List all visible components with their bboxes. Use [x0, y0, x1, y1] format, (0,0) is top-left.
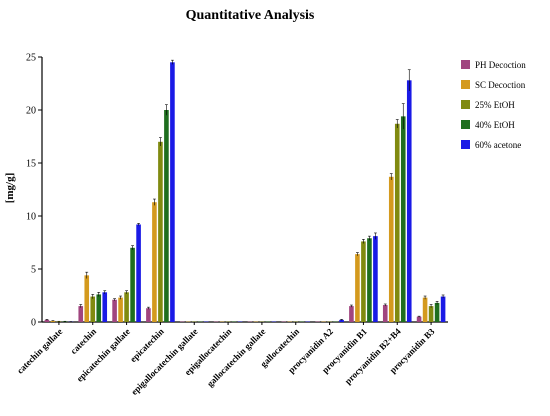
legend-label-60-acetone: 60% acetone — [475, 140, 521, 150]
category-label-catechin-gallate: catechin gallate — [15, 326, 64, 375]
category-label-gallocatechin-gallate: gallocatechin gallate — [205, 326, 267, 388]
legend: PH Decoction SC Decoction 25% EtOH 40% EtOH… — [461, 60, 526, 150]
bar-ph-decoction-procyanidin-b1 — [349, 306, 354, 322]
bar-60-acetone-procyanidin-a2 — [339, 319, 344, 322]
y-tick-label: 10 — [26, 212, 36, 223]
bar-40-etoh-procyanidin-b3 — [434, 302, 440, 322]
bar-40-etoh-procyanidin-b2-b4 — [400, 116, 406, 322]
bar-ph-decoction-epicatechin-gallate — [112, 299, 117, 322]
bar-sc-decoction-epicatechin-gallate — [118, 297, 123, 322]
y-tick-label: 25 — [26, 53, 36, 64]
bar-60-acetone-epicatechin-gallate — [136, 224, 141, 322]
y-axis-label: [mg/g] — [4, 173, 16, 204]
y-tick-label: 5 — [31, 265, 36, 276]
bar-60-acetone-catechin — [102, 292, 108, 322]
legend-swatch-sc-decoction — [461, 80, 470, 89]
bar-sc-decoction-procyanidin-b1 — [355, 254, 360, 322]
bar-25-etoh-procyanidin-b1 — [361, 241, 366, 322]
bar-sc-decoction-procyanidin-b2-b4 — [388, 176, 394, 322]
bar-25-etoh-procyanidin-b2-b4 — [394, 123, 400, 322]
bar-40-etoh-catechin-gallate — [62, 321, 68, 322]
bar-ph-decoction-procyanidin-b2-b4 — [382, 305, 388, 322]
bar-ph-decoction-procyanidin-b3 — [416, 316, 422, 322]
category-label-epigallocatechin-gallate: epigallocatechin gallate — [129, 326, 200, 397]
bar-40-etoh-catechin — [96, 294, 102, 322]
bar-25-etoh-catechin — [90, 296, 96, 322]
bar-25-etoh-epicatechin — [158, 141, 163, 322]
bar-sc-decoction-catechin — [84, 275, 90, 322]
y-tick-label: 0 — [31, 318, 36, 329]
bar-60-acetone-procyanidin-b1 — [373, 236, 378, 322]
bar-40-etoh-procyanidin-b1 — [367, 238, 372, 322]
legend-swatch-40-etoh — [461, 120, 470, 129]
bar-ph-decoction-catechin-gallate — [44, 319, 50, 322]
bar-25-etoh-procyanidin-b3 — [428, 306, 434, 322]
bar-60-acetone-epicatechin — [170, 62, 175, 323]
bar-25-etoh-catechin-gallate — [56, 321, 62, 322]
bar-sc-decoction-procyanidin-b3 — [422, 297, 428, 322]
bar-sc-decoction-catechin-gallate — [50, 320, 56, 322]
bar-ph-decoction-catechin — [78, 306, 84, 322]
bar-sc-decoction-epicatechin — [152, 202, 157, 322]
bar-40-etoh-epicatechin — [164, 110, 169, 322]
y-tick-label: 15 — [26, 159, 36, 170]
legend-label-40-etoh: 40% EtOH — [475, 120, 515, 130]
legend-label-sc-decoction: SC Decoction — [475, 80, 526, 90]
category-label-catechin: catechin — [68, 326, 98, 356]
legend-swatch-60-acetone — [461, 140, 470, 149]
legend-swatch-25-etoh — [461, 100, 470, 109]
bar-ph-decoction-epicatechin — [146, 308, 151, 322]
bar-60-acetone-procyanidin-b3 — [440, 296, 446, 322]
legend-label-25-etoh: 25% EtOH — [475, 100, 515, 110]
y-tick-label: 20 — [26, 106, 36, 117]
legend-label-ph-decoction: PH Decoction — [475, 60, 526, 70]
bar-60-acetone-procyanidin-b2-b4 — [406, 80, 412, 322]
bar-25-etoh-epicatechin-gallate — [124, 292, 129, 322]
legend-swatch-ph-decoction — [461, 60, 470, 69]
chart-title: Quantitative Analysis — [186, 8, 315, 23]
bar-40-etoh-epicatechin-gallate — [130, 247, 135, 322]
